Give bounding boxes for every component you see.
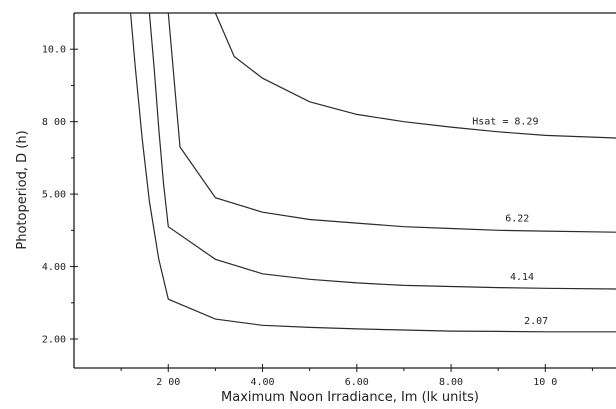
y-tick-label: 5.00 <box>42 190 66 201</box>
axes <box>73 12 616 369</box>
y-tick-label: 4.00 <box>42 262 66 273</box>
series-label-3: 6.22 <box>505 213 529 224</box>
series-label-4: Hsat = 8.29 <box>472 117 538 128</box>
x-tick-label: 2 00 <box>156 377 180 388</box>
x-tick-label: 8.00 <box>439 377 463 388</box>
curves <box>130 12 616 333</box>
series-line-2 <box>148 12 616 290</box>
series-line-4 <box>214 12 616 139</box>
series-line-1 <box>130 12 616 333</box>
series-label-1: 2.07 <box>524 316 548 327</box>
y-axis-label: Photoperiod, D (h) <box>15 130 30 249</box>
x-tick-label: 10 0 <box>533 377 557 388</box>
y-tick-label: 10.0 <box>42 45 66 56</box>
series-label-2: 4.14 <box>510 272 534 283</box>
series-line-3 <box>167 12 616 233</box>
y-tick-label: 8 00 <box>42 117 66 128</box>
x-tick-label: 6.00 <box>345 377 369 388</box>
ticks: 2 00 4.00 6.00 8.00 10 0 2.00 4.00 5.00 8 00 10.0 <box>42 45 593 388</box>
x-tick-label: 4.00 <box>250 377 274 388</box>
curve-labels: 2.07 4.14 6.22 Hsat = 8.29 <box>472 117 548 327</box>
x-axis-label: Maximum Noon Irradiance, Im (lk units) <box>221 390 479 405</box>
y-tick-label: 2.00 <box>42 335 66 346</box>
